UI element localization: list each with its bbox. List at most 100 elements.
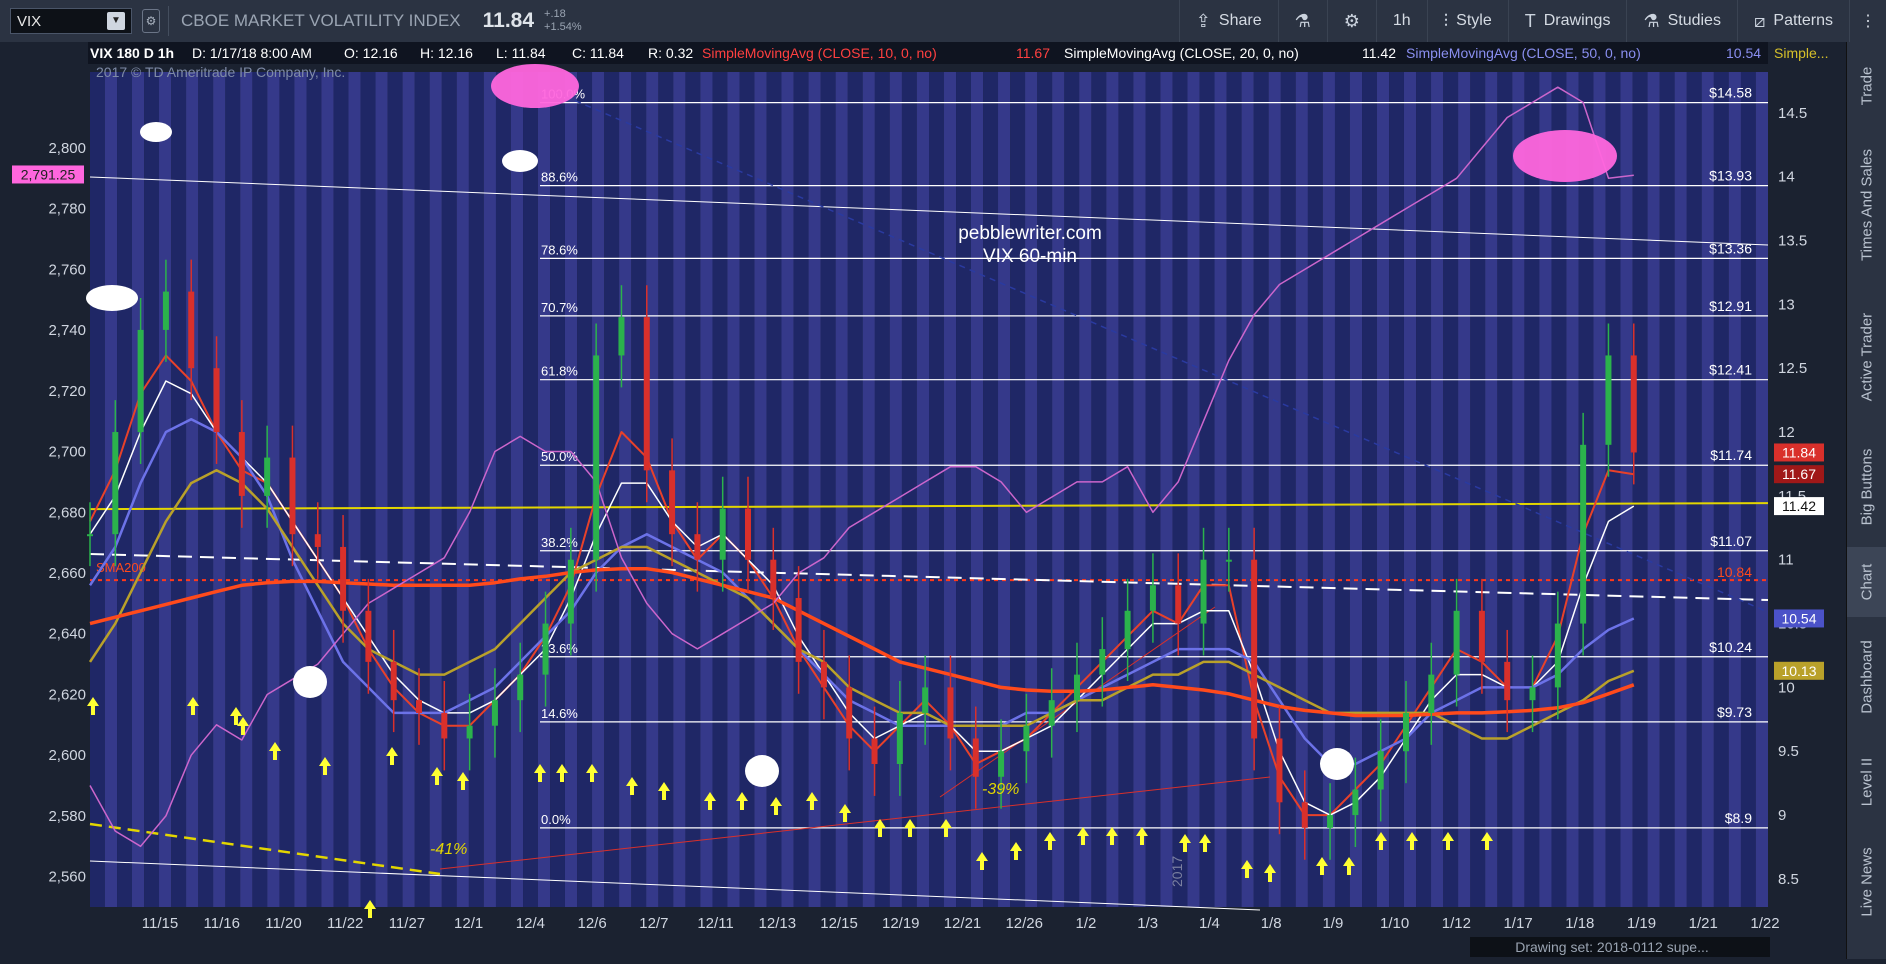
arrow-up-icon: [1179, 834, 1191, 852]
timeframe-button[interactable]: 1h: [1375, 0, 1427, 42]
symbol-input[interactable]: VIX ▼: [10, 8, 132, 34]
arrow-up-icon: [874, 819, 886, 837]
x-axis-tick: 1/18: [1565, 915, 1594, 932]
arrow-up-icon: [1343, 857, 1355, 875]
session-band-alt: [429, 72, 442, 907]
session-band: [1091, 72, 1107, 907]
share-icon: ⇪: [1195, 10, 1211, 31]
white-marker: [745, 755, 779, 787]
price-candle-body: [1175, 585, 1182, 624]
chart-area[interactable]: 100.0%$14.5888.6%$13.9378.6%$13.3670.7%$…: [0, 42, 1846, 959]
session-band: [1389, 72, 1404, 907]
tab-big-buttons[interactable]: Big Buttons: [1858, 448, 1876, 526]
flask-button[interactable]: ⚗: [1277, 0, 1327, 42]
left-axis-tick: 2,600: [48, 747, 86, 764]
left-axis-tick: 2,640: [48, 626, 86, 643]
header-field: SimpleMovingAvg (CLOSE, 50, 0, no): [1406, 45, 1641, 61]
price-candle-body: [871, 738, 878, 765]
price-candle-body: [618, 317, 625, 356]
x-axis-tick: 1/9: [1322, 915, 1343, 932]
session-band-alt: [159, 72, 172, 907]
session-band-alt: [348, 72, 361, 907]
price-candle-body: [972, 738, 979, 777]
left-axis-current-value: 2,791.25: [21, 166, 76, 182]
price-candle-body: [1453, 610, 1460, 675]
left-axis-tick: 2,720: [48, 383, 86, 400]
chart-svg[interactable]: 100.0%$14.5888.6%$13.9378.6%$13.3670.7%$…: [0, 42, 1846, 959]
price-candle-body: [1099, 649, 1106, 675]
fib-pct-label: 61.8%: [541, 364, 578, 379]
price-candle-body: [1327, 815, 1334, 828]
price-candle-body: [998, 751, 1005, 777]
white-marker: [86, 285, 138, 311]
x-axis-tick: 11/20: [265, 915, 301, 932]
chevron-down-icon[interactable]: ▼: [107, 12, 125, 30]
drawings-button[interactable]: T Drawings: [1507, 0, 1627, 42]
session-band: [1713, 72, 1729, 907]
share-button[interactable]: ⇪ Share: [1178, 0, 1278, 42]
session-band-alt: [1620, 72, 1633, 907]
session-band: [144, 72, 160, 907]
session-band-alt: [998, 72, 1011, 907]
price-change: +.18 +1.54%: [544, 8, 582, 34]
session-band: [1524, 72, 1540, 907]
series-line-3: [88, 418, 1635, 766]
tab-dashboard[interactable]: Dashboard: [1858, 640, 1876, 714]
price-candle-body: [1529, 687, 1536, 701]
pct-annotation: -39%: [982, 781, 1019, 798]
session-band: [766, 72, 782, 907]
tab-times-and-sales[interactable]: Times And Sales: [1858, 149, 1876, 261]
highlight-oval: [1513, 130, 1617, 182]
session-band: [1443, 72, 1459, 907]
tab-live-news[interactable]: Live News: [1858, 847, 1876, 917]
white-marker: [140, 122, 172, 142]
session-band: [1307, 72, 1323, 907]
session-band-alt: [781, 72, 794, 907]
session-band: [252, 72, 268, 907]
session-band-alt: [916, 72, 929, 907]
tab-level-ii[interactable]: Level II: [1858, 757, 1876, 807]
arrow-up-icon: [1241, 860, 1253, 878]
link-icon[interactable]: ⚙: [142, 9, 160, 33]
patterns-button[interactable]: ⧄ Patterns: [1736, 0, 1849, 42]
price-candle-body: [694, 534, 701, 560]
yellow-dashed-trendline: [89, 822, 441, 876]
session-band-alt: [1079, 72, 1092, 907]
session-band: [874, 72, 890, 907]
session-band: [550, 72, 565, 907]
tab-active-trader[interactable]: Active Trader: [1858, 312, 1876, 402]
price-candle-body: [1377, 751, 1384, 790]
session-band: [1416, 72, 1432, 907]
symbol-text: VIX: [17, 12, 42, 30]
tab-trade[interactable]: Trade: [1858, 66, 1876, 106]
right-axis-badge: [1774, 609, 1824, 628]
divider: [168, 6, 169, 36]
price-candle-body: [1276, 738, 1283, 803]
copyright-text: 2017 © TD Ameritrade IP Company, Inc.: [96, 64, 345, 80]
fib-value-label: $11.74: [1710, 447, 1752, 463]
settings-button[interactable]: ⚙: [1326, 0, 1376, 42]
header-field: H: 12.16: [420, 45, 473, 61]
session-band-alt: [294, 72, 307, 907]
fib-pct-label: 23.6%: [541, 641, 578, 656]
menu-button[interactable]: ⋮: [1849, 0, 1886, 42]
watermark-line1: pebblewriter.com: [958, 223, 1102, 244]
session-band: [1659, 72, 1675, 907]
tab-chart[interactable]: Chart: [1847, 547, 1886, 617]
session-band-alt: [1701, 72, 1714, 907]
session-band: [414, 72, 430, 907]
upper-trendline: [89, 176, 1769, 246]
session-band: [360, 72, 376, 907]
studies-button[interactable]: ⚗ Studies: [1626, 0, 1737, 42]
x-axis-tick: 12/21: [944, 915, 982, 932]
x-axis-tick: 11/16: [204, 915, 240, 932]
session-band-alt: [483, 72, 496, 907]
left-axis-tick: 2,620: [48, 686, 86, 703]
style-button[interactable]: ⫶ Style: [1426, 0, 1508, 42]
session-band-alt: [213, 72, 226, 907]
session-band-alt: [402, 72, 415, 907]
arrow-up-icon: [839, 804, 851, 822]
right-axis-tick: 9.5: [1778, 743, 1799, 760]
session-band: [604, 72, 620, 907]
left-axis-tick: 2,660: [48, 565, 86, 582]
